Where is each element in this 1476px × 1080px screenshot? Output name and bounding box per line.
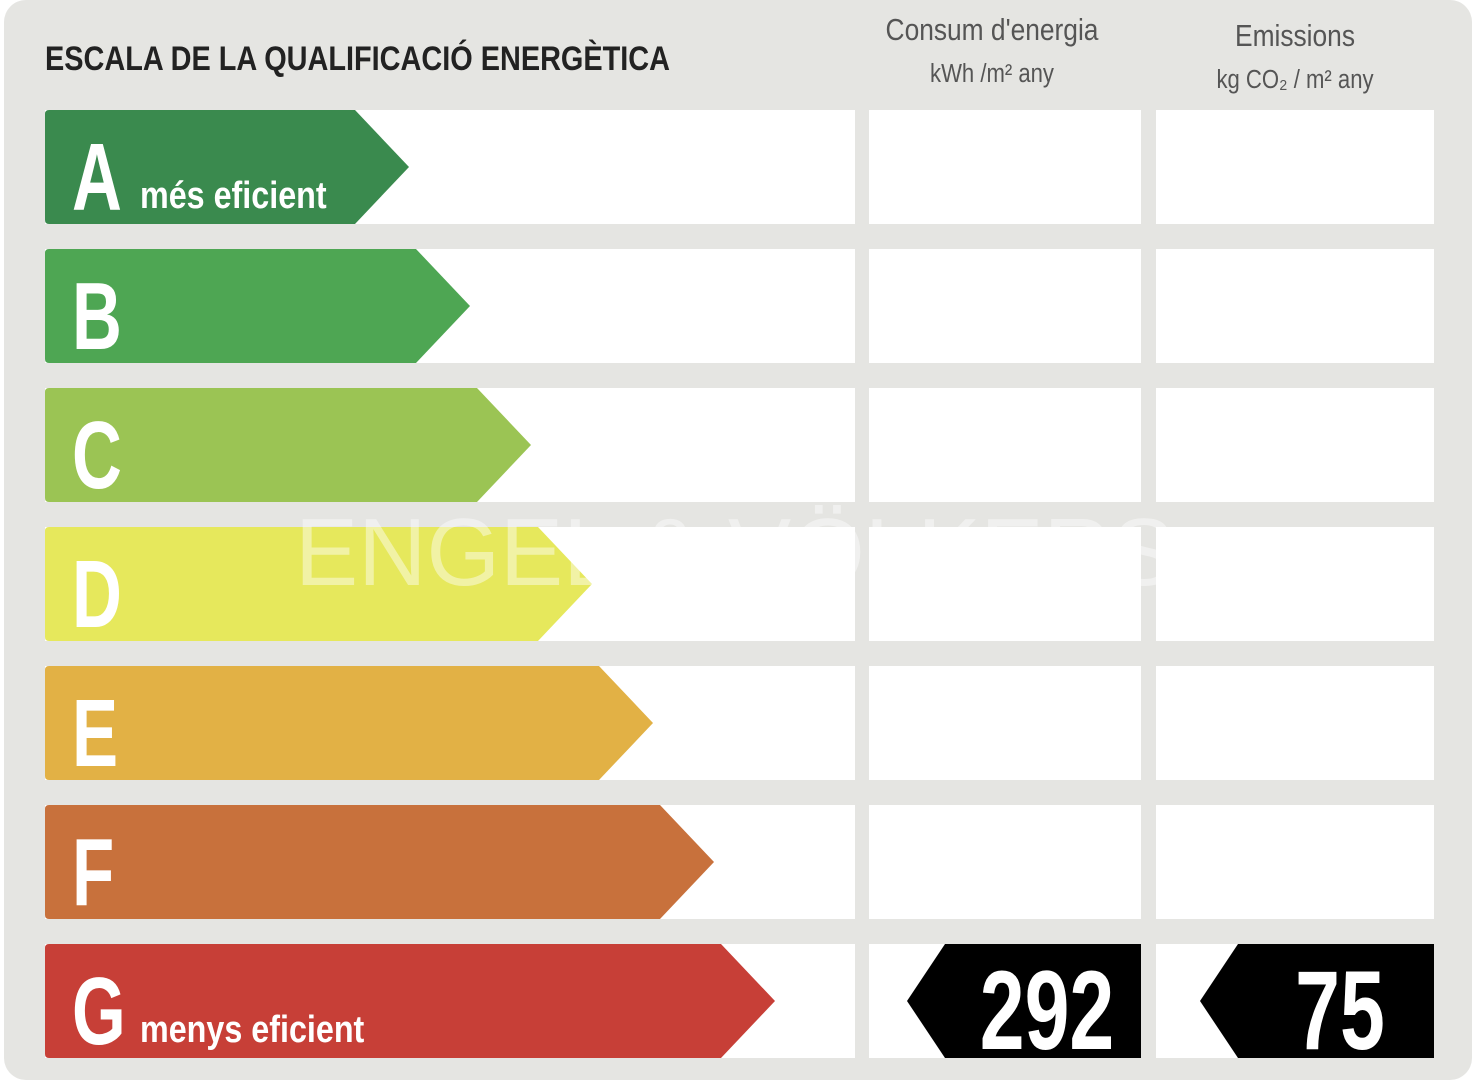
rating-letter: B [72, 262, 122, 370]
title: ESCALA DE LA QUALIFICACIÓ ENERGÈTICA [45, 40, 670, 78]
rating-arrow [45, 388, 531, 502]
rating-value: 292 [980, 948, 1115, 1073]
rating-arrow [45, 666, 653, 780]
column-title: Emissions [1235, 19, 1355, 53]
rating-letter: A [72, 123, 122, 231]
column-title: Consum d'energia [886, 13, 1099, 47]
rating-letter: G [72, 957, 126, 1065]
rating-arrow [45, 110, 409, 224]
cell [869, 249, 1141, 363]
watermark: ENGEL & VÖLKERS [295, 499, 1175, 606]
cell [1156, 805, 1434, 919]
rating-value: 75 [1295, 948, 1385, 1073]
rating-letter: F [72, 818, 114, 926]
cell [1156, 249, 1434, 363]
cell [1156, 388, 1434, 502]
rating-letter: C [72, 401, 122, 509]
rating-label: més eficient [140, 175, 327, 217]
cell [869, 388, 1141, 502]
rating-letter: E [72, 679, 118, 787]
column-unit: kWh /m² any [930, 59, 1054, 88]
rating-pointer [907, 944, 1141, 1058]
column-unit: kg CO₂ / m² any [1216, 65, 1373, 94]
cell [1156, 527, 1434, 641]
rating-arrow [45, 249, 470, 363]
cell [1156, 666, 1434, 780]
cell [869, 527, 1141, 641]
cell [1156, 110, 1434, 224]
rating-letter: D [72, 540, 122, 648]
rating-arrow [45, 805, 714, 919]
rating-label: menys eficient [140, 1009, 365, 1051]
cell [869, 805, 1141, 919]
cell [869, 666, 1141, 780]
rating-arrow [45, 527, 592, 641]
cell [869, 110, 1141, 224]
rating-pointer [1200, 944, 1434, 1058]
rating-arrow [45, 944, 775, 1058]
